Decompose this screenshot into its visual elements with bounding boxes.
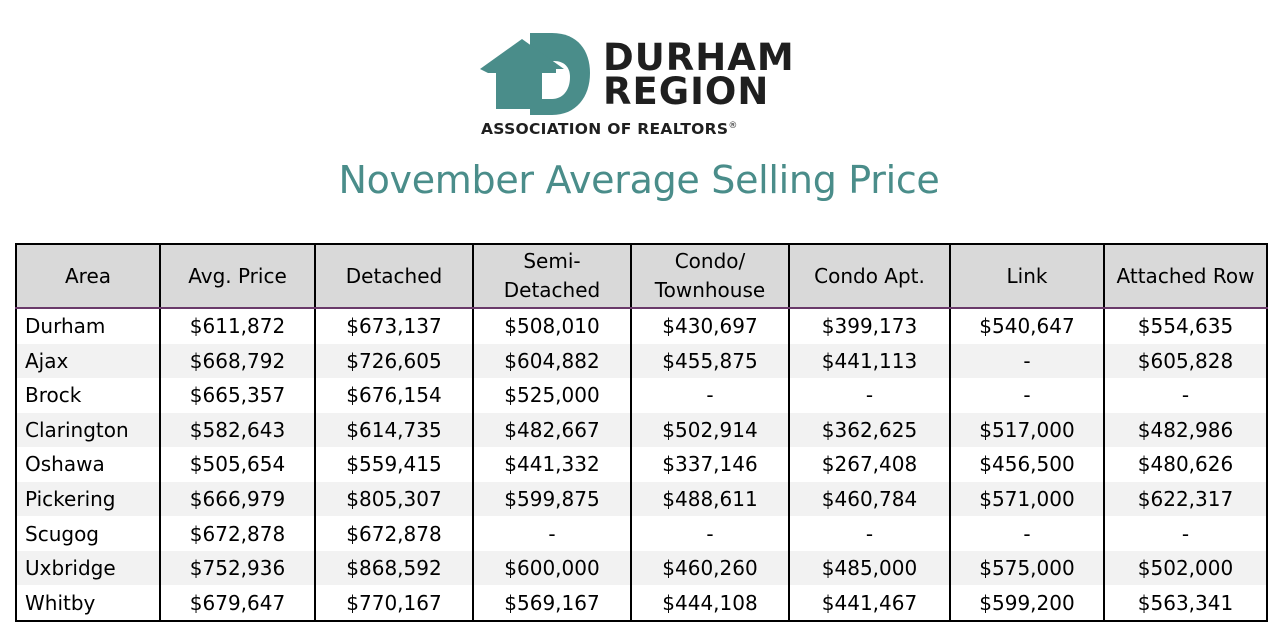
- cell-semi-detached: $600,000: [472, 550, 632, 586]
- cell-area: Clarington: [15, 412, 161, 448]
- cell-detached: $559,415: [314, 447, 474, 482]
- cell-avg-price: $665,357: [159, 378, 316, 413]
- header-condo-townhouse: Condo/ Townhouse: [630, 243, 790, 309]
- header-condo-apt: Condo Apt.: [788, 243, 951, 309]
- cell-avg-price: $582,643: [159, 412, 316, 448]
- table-row: Uxbridge $752,936 $868,592 $600,000 $460,260…: [15, 550, 1268, 586]
- page-title: November Average Selling Price: [338, 158, 940, 202]
- cell-area: Brock: [15, 378, 161, 413]
- cell-link: $540,647: [949, 307, 1105, 344]
- cell-condo-apt: $441,113: [788, 343, 951, 379]
- cell-avg-price: $752,936: [159, 550, 316, 586]
- table-row: Ajax $668,792 $726,605 $604,882 $455,875 $441…: [15, 343, 1268, 379]
- cell-condo-townhouse: $460,260: [630, 550, 790, 586]
- header-link: Link: [949, 243, 1105, 309]
- cell-detached: $676,154: [314, 378, 474, 413]
- cell-condo-apt: -: [788, 516, 951, 551]
- cell-detached: $726,605: [314, 343, 474, 379]
- cell-area: Whitby: [15, 585, 161, 622]
- cell-avg-price: $679,647: [159, 585, 316, 622]
- header-detached: Detached: [314, 243, 474, 309]
- table-row: Durham $611,872 $673,137 $508,010 $430,697 $3…: [15, 307, 1268, 344]
- cell-condo-townhouse: -: [630, 516, 790, 551]
- cell-semi-detached: $482,667: [472, 412, 632, 448]
- cell-detached: $868,592: [314, 550, 474, 586]
- cell-condo-townhouse: -: [630, 378, 790, 413]
- table-header-row: Area Avg. Price Detached Semi-Detached C…: [15, 243, 1268, 309]
- cell-avg-price: $611,872: [159, 307, 316, 344]
- cell-avg-price: $672,878: [159, 516, 316, 551]
- cell-avg-price: $666,979: [159, 481, 316, 517]
- header-semi-detached: Semi-Detached: [472, 243, 632, 309]
- table-row: Oshawa $505,654 $559,415 $441,332 $337,146 $2…: [15, 447, 1268, 482]
- cell-area: Uxbridge: [15, 550, 161, 586]
- cell-attached-row: $563,341: [1103, 585, 1268, 622]
- cell-detached: $672,878: [314, 516, 474, 551]
- cell-attached-row: $605,828: [1103, 343, 1268, 379]
- cell-condo-townhouse: $444,108: [630, 585, 790, 622]
- cell-condo-apt: $485,000: [788, 550, 951, 586]
- cell-condo-townhouse: $455,875: [630, 343, 790, 379]
- cell-link: -: [949, 378, 1105, 413]
- cell-link: -: [949, 343, 1105, 379]
- table-row: Whitby $679,647 $770,167 $569,167 $444,108 $4…: [15, 585, 1268, 622]
- cell-detached: $614,735: [314, 412, 474, 448]
- cell-condo-townhouse: $502,914: [630, 412, 790, 448]
- cell-semi-detached: $604,882: [472, 343, 632, 379]
- table-row: Brock $665,357 $676,154 $525,000- - - -: [15, 378, 1268, 413]
- cell-area: Scugog: [15, 516, 161, 551]
- table-row: Clarington $582,643 $614,735 $482,667 $502,9…: [15, 412, 1268, 448]
- cell-semi-detached: -: [472, 516, 632, 551]
- cell-condo-apt: $267,408: [788, 447, 951, 482]
- registered-mark: ®: [728, 120, 738, 131]
- cell-condo-apt: $441,467: [788, 585, 951, 622]
- cell-detached: $673,137: [314, 307, 474, 344]
- cell-semi-detached: $599,875: [472, 481, 632, 517]
- cell-attached-row: $554,635: [1103, 307, 1268, 344]
- cell-condo-apt: $362,625: [788, 412, 951, 448]
- logo-word-region: REGION: [603, 70, 770, 113]
- header-avg-price: Avg. Price: [159, 243, 316, 309]
- cell-condo-townhouse: $337,146: [630, 447, 790, 482]
- cell-detached: $805,307: [314, 481, 474, 517]
- cell-semi-detached: $569,167: [472, 585, 632, 622]
- cell-attached-row: $622,317: [1103, 481, 1268, 517]
- cell-condo-apt: $460,784: [788, 481, 951, 517]
- cell-attached-row: $482,986: [1103, 412, 1268, 448]
- header-attached-row: Attached Row: [1103, 243, 1268, 309]
- table-row: Scugog $672,878 $672,878- - - - -: [15, 516, 1268, 551]
- cell-link: $456,500: [949, 447, 1105, 482]
- cell-condo-townhouse: $430,697: [630, 307, 790, 344]
- cell-area: Durham: [15, 307, 161, 344]
- header-area: Area: [15, 243, 161, 309]
- durham-region-logo: DURHAM REGION ASSOCIATION OF REALTORS®: [480, 30, 800, 140]
- cell-condo-apt: -: [788, 378, 951, 413]
- cell-link: -: [949, 516, 1105, 551]
- cell-link: $517,000: [949, 412, 1105, 448]
- cell-attached-row: $480,626: [1103, 447, 1268, 482]
- price-table: Area Avg. Price Detached Semi-Detached C…: [15, 243, 1268, 622]
- cell-area: Ajax: [15, 343, 161, 379]
- cell-detached: $770,167: [314, 585, 474, 622]
- cell-semi-detached: $508,010: [472, 307, 632, 344]
- cell-area: Oshawa: [15, 447, 161, 482]
- cell-semi-detached: $441,332: [472, 447, 632, 482]
- cell-attached-row: -: [1103, 516, 1268, 551]
- cell-link: $599,200: [949, 585, 1105, 622]
- cell-link: $571,000: [949, 481, 1105, 517]
- logo-word-durham: DURHAM: [603, 36, 795, 79]
- cell-condo-townhouse: $488,611: [630, 481, 790, 517]
- cell-attached-row: -: [1103, 378, 1268, 413]
- table-row: Pickering $666,979 $805,307 $599,875 $488,61…: [15, 481, 1268, 517]
- cell-area: Pickering: [15, 481, 161, 517]
- logo-tagline: ASSOCIATION OF REALTORS®: [481, 120, 738, 138]
- cell-attached-row: $502,000: [1103, 550, 1268, 586]
- cell-link: $575,000: [949, 550, 1105, 586]
- house-d-logo-icon: [480, 33, 590, 115]
- cell-condo-apt: $399,173: [788, 307, 951, 344]
- cell-semi-detached: $525,000: [472, 378, 632, 413]
- cell-avg-price: $668,792: [159, 343, 316, 379]
- cell-avg-price: $505,654: [159, 447, 316, 482]
